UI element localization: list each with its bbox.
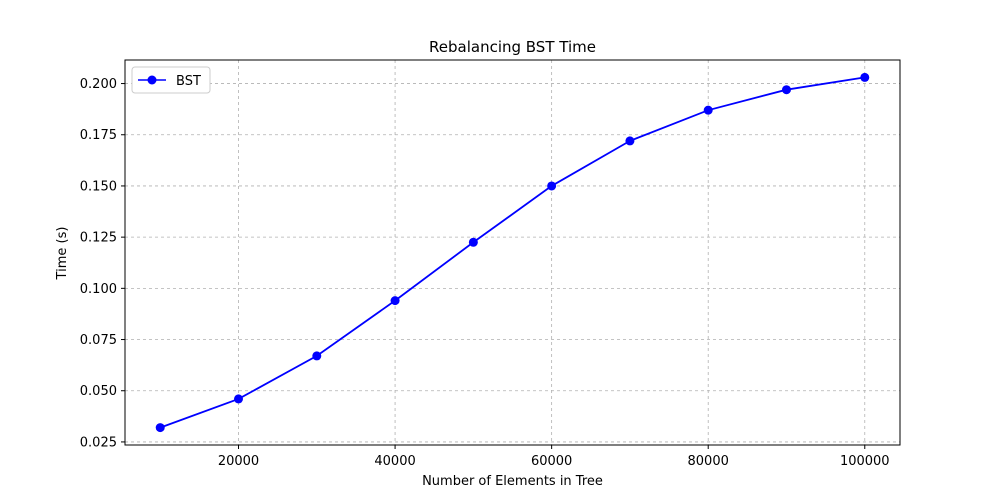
axes	[124, 59, 901, 446]
y-tick-label: 0.125	[80, 231, 117, 246]
series-layer	[155, 72, 870, 433]
data-point	[468, 237, 478, 247]
legend-marker-swatch	[147, 75, 157, 85]
data-point	[703, 105, 713, 115]
data-point	[781, 85, 791, 95]
ticks: 20000 40000 60000 80000 100000 0.025 0.050 0.07…	[80, 77, 890, 469]
series-line-bst	[159, 76, 865, 429]
data-point	[390, 296, 400, 306]
y-tick-label: 0.100	[80, 282, 117, 297]
data-point	[155, 423, 165, 433]
y-tick-label: 0.025	[80, 435, 117, 450]
data-point	[234, 394, 244, 404]
plot-frame	[124, 59, 901, 446]
x-axis-label: Number of Elements in Tree	[422, 474, 603, 489]
y-tick-label: 0.150	[80, 179, 117, 194]
legend-label: BST	[176, 74, 201, 89]
x-tick-label: 80000	[688, 454, 729, 469]
data-point	[312, 351, 322, 361]
data-point	[625, 136, 635, 146]
grid	[125, 60, 900, 445]
chart-title: Rebalancing BST Time	[429, 38, 596, 56]
legend-frame	[131, 66, 211, 94]
legend: BST	[131, 66, 211, 94]
y-tick-label: 0.075	[80, 333, 117, 348]
y-axis-label: Time (s)	[55, 227, 70, 281]
x-tick-label: 60000	[531, 454, 572, 469]
data-point	[860, 72, 870, 82]
x-tick-label: 20000	[218, 454, 259, 469]
data-point	[547, 181, 557, 191]
x-tick-label: 100000	[840, 454, 890, 469]
y-tick-label: 0.200	[80, 77, 117, 92]
x-tick-label: 40000	[374, 454, 415, 469]
y-tick-label: 0.050	[80, 384, 117, 399]
y-tick-label: 0.175	[80, 128, 117, 143]
